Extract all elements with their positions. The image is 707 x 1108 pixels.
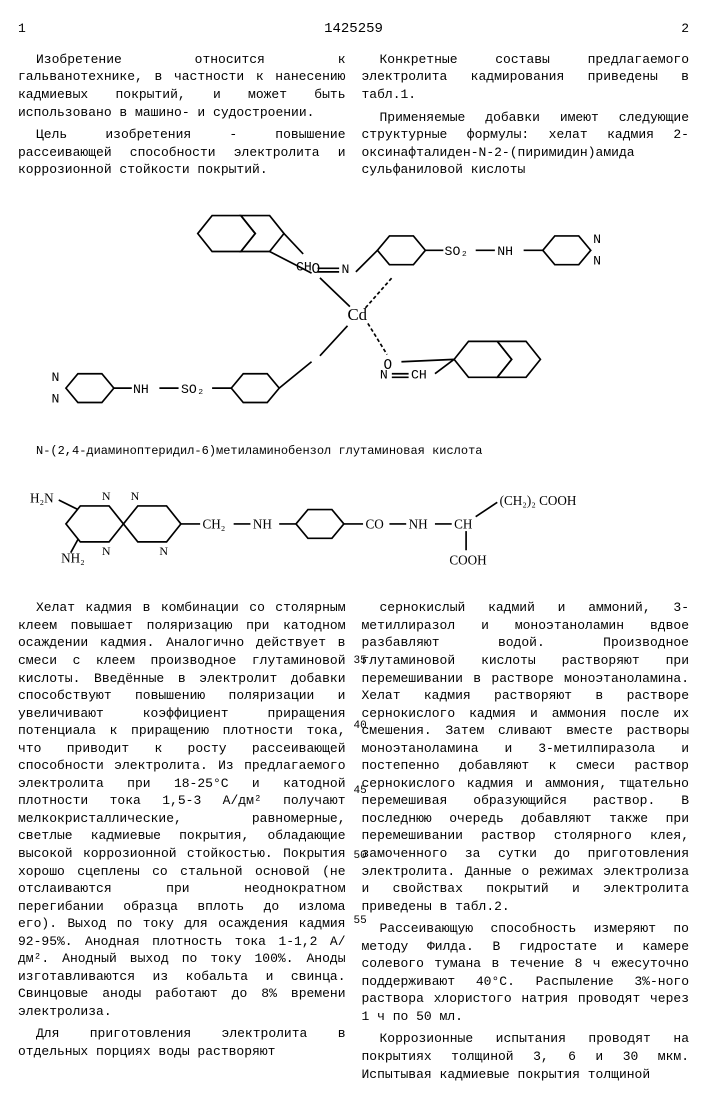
bottom-col-left: Хелат кадмия в комбинации со столярным к…: [18, 599, 346, 1088]
page-left: 1: [18, 20, 26, 39]
top-col-right: Конкретные составы предлагаемого электро…: [362, 51, 690, 184]
para: Изобретение относится к гальванотехнике,…: [18, 51, 346, 121]
svg-text:CH: CH: [411, 367, 427, 382]
svg-text:CO: CO: [365, 516, 383, 531]
svg-text:NH₂: NH₂: [61, 550, 85, 565]
svg-text:N: N: [102, 489, 111, 503]
chem-structure-1: Cd O O CH N SO₂ NH: [18, 194, 689, 434]
svg-text:(CH₂)₂ COOH: (CH₂)₂ COOH: [500, 492, 577, 507]
svg-text:H₂N: H₂N: [30, 490, 54, 505]
para: Коррозионные испытания проводят на покры…: [362, 1030, 690, 1083]
chem1-caption: N-(2,4-диаминоптеридил-6)метиламинобензо…: [36, 443, 689, 459]
svg-text:NH: NH: [253, 516, 273, 531]
svg-text:N: N: [52, 370, 60, 385]
chem-structure-2: N N N N H₂N NH₂ CH₂ NH CO NH CH (CH₂: [18, 470, 689, 590]
bottom-col-right: сернокислый кадмий и аммоний, 3-метиллир…: [362, 599, 690, 1088]
svg-text:SO₂: SO₂: [181, 382, 205, 397]
top-col-left: Изобретение относится к гальванотехнике,…: [18, 51, 346, 184]
svg-text:CH₂: CH₂: [203, 516, 226, 531]
svg-text:N: N: [593, 232, 601, 247]
para: Для приготовления электролита в отдельны…: [18, 1025, 346, 1060]
page-right: 2: [681, 20, 689, 39]
svg-text:N: N: [131, 489, 140, 503]
svg-text:N: N: [380, 367, 388, 382]
svg-text:N: N: [342, 262, 350, 277]
svg-text:Cd: Cd: [348, 305, 368, 324]
svg-text:N: N: [593, 253, 601, 268]
para: Рассеивающую способность измеряют по мет…: [362, 920, 690, 1025]
bottom-columns: Хелат кадмия в комбинации со столярным к…: [18, 599, 689, 1088]
svg-text:CH: CH: [454, 516, 473, 531]
doc-number: 1425259: [26, 20, 681, 39]
para: Конкретные составы предлагаемого электро…: [362, 51, 690, 104]
svg-text:O: O: [312, 262, 321, 278]
svg-text:SO₂: SO₂: [445, 244, 469, 259]
top-columns: Изобретение относится к гальванотехнике,…: [18, 51, 689, 184]
svg-text:N: N: [159, 544, 168, 558]
para: сернокислый кадмий и аммоний, 3-метиллир…: [362, 599, 690, 915]
svg-text:NH: NH: [409, 516, 429, 531]
svg-text:COOH: COOH: [449, 552, 487, 567]
para: Хелат кадмия в комбинации со столярным к…: [18, 599, 346, 1020]
para: Применяемые добавки имеют следующие стру…: [362, 109, 690, 179]
svg-text:NH: NH: [133, 382, 149, 397]
svg-text:N: N: [52, 391, 60, 406]
para: Цель изобретения - повышение рассеивающе…: [18, 126, 346, 179]
svg-text:NH: NH: [497, 244, 513, 259]
svg-text:N: N: [102, 544, 111, 558]
